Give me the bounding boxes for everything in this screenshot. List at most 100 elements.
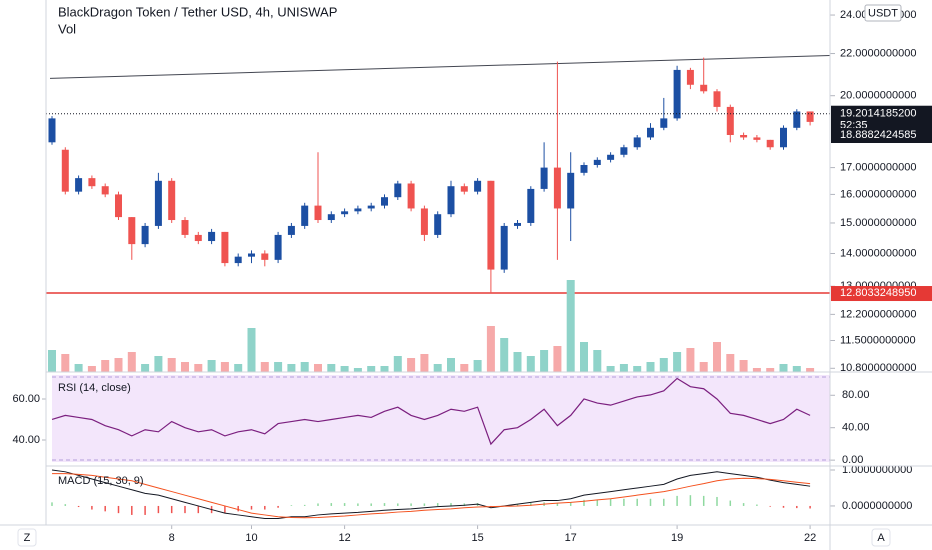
candle-body [740,134,748,138]
candle-body [793,111,801,128]
candle-body [420,208,428,235]
candle-body [527,188,535,223]
candle-body [327,214,335,221]
candle-body [128,217,136,245]
volume-bar [220,362,229,372]
zoom-button[interactable] [17,528,37,547]
tick-label: 14.0000000000 [840,247,916,259]
candle-body [500,225,508,270]
candle-body [567,172,575,209]
volume-bar [513,352,522,372]
volume-bar [606,366,615,372]
volume-bar [540,350,549,372]
volume-bar [367,366,376,372]
candle-body [580,165,588,173]
volume-bar [300,362,309,372]
volume-bar [526,356,535,372]
candle-body [154,180,162,226]
volume-bar [566,280,575,372]
candle-body [75,178,83,192]
last-price-box [831,105,932,132]
tick-label: 40.00 [12,434,40,446]
volume-bar [779,364,788,372]
volume-bar [74,364,83,372]
volume-bar [806,368,815,372]
chart-layer: 24.000000000022.000000000020.00000000001… [12,9,932,544]
currency-badge[interactable] [864,4,902,22]
rsi-band [52,375,830,462]
candle-body [780,127,787,148]
currency-label[interactable]: USDT [868,7,898,19]
candle-body [726,106,734,135]
zoom-label[interactable]: Z [24,532,31,544]
volume-bar [486,326,495,372]
candle-body [208,231,216,242]
volume-bar [247,328,256,372]
candle-body [394,183,402,198]
volume-bar [619,364,628,372]
candle-body [301,205,309,226]
volume-bar [460,364,469,372]
close-price-box [831,128,932,144]
volume-title: Vol [58,21,76,36]
tick-label: 10.8000000000 [840,362,916,374]
candle-body [487,180,495,270]
volume-bar [287,364,296,372]
volume-bar [407,358,416,372]
volume-bar [340,366,349,372]
close-price-label: 18.8882424585 [840,129,916,141]
candle-body [514,222,521,226]
volume-bar [500,338,509,372]
x-tick-label: 22 [804,532,816,544]
volume-bar [154,356,163,372]
x-tick-label: 12 [338,532,350,544]
candle-body [766,139,774,148]
rsi-title: RSI (14, close) [58,382,131,394]
volume-bar [274,362,283,372]
volume-bar [87,366,96,372]
volume-bar [766,368,775,372]
candle-body [474,180,482,192]
volume-bar [420,354,429,372]
tick-label: 17.0000000000 [840,162,916,174]
volume-bar [713,342,721,372]
volume-bar [792,366,801,372]
x-tick-label: 17 [565,532,577,544]
candle-body [194,234,202,242]
last-price-label: 19.2014185200 [840,108,916,120]
volume-bar [580,342,588,372]
tick-label: 0.0000000000 [842,500,912,512]
candle-body [753,137,761,140]
tick-label: 20.0000000000 [840,90,916,102]
candle-body [407,183,415,209]
volume-bar [234,364,243,372]
candle-body [248,253,255,257]
candle-body [287,225,295,235]
tick-label: 1.0000000000 [842,464,912,476]
tick-label: 16.0000000000 [840,188,916,200]
tick-label: 40.00 [842,422,870,434]
candle-body [261,253,269,260]
candle-body [48,118,56,143]
macd-line [51,469,811,520]
volume-bar [353,368,362,372]
candle-body [434,214,442,235]
auto-label[interactable]: A [877,532,885,544]
volume-bar [659,358,668,372]
volume-bar [433,364,442,372]
volume-bar [646,362,655,372]
candle-body [686,69,694,85]
candle-body [381,197,388,206]
volume-bar [61,354,70,372]
candle-body [660,118,668,128]
candle-body [647,127,654,138]
candle-body [61,149,69,192]
candle-body [700,84,708,92]
x-tick-label: 8 [169,532,175,544]
auto-button[interactable] [871,528,891,547]
candle-body [221,231,229,264]
volume-bar [447,358,455,372]
volume-bar [48,350,56,372]
volume-bar [473,360,482,372]
